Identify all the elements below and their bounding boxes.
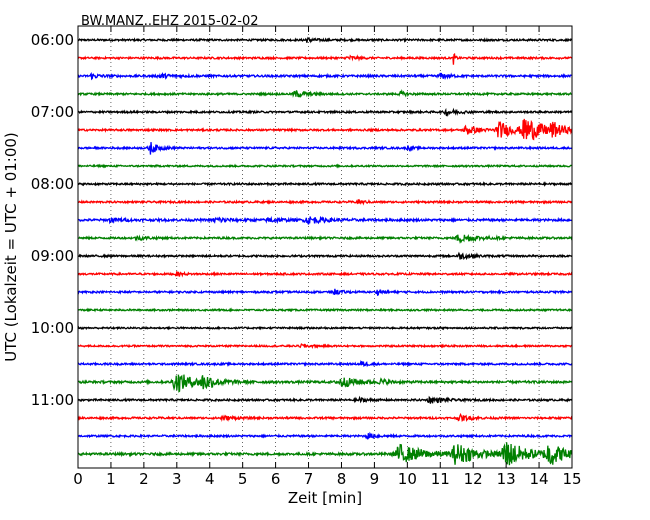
y-tick-label: 07:00 (31, 103, 74, 121)
x-tick-label: 6 (271, 470, 281, 488)
x-tick-label: 4 (205, 470, 215, 488)
x-tick-label: 5 (238, 470, 248, 488)
y-tick-label: 11:00 (31, 391, 74, 409)
x-tick-label: 1 (106, 470, 116, 488)
plot-frame (77, 25, 573, 469)
x-axis: 0 1 2 3 4 5 6 7 8 9 10 11 12 13 14 15 (73, 26, 582, 488)
trace-line (77, 288, 573, 297)
trace-line (77, 36, 573, 44)
trace-line (77, 71, 573, 81)
trace-line (77, 395, 573, 404)
trace-line (77, 442, 573, 466)
trace-line (77, 52, 573, 65)
trace-line (77, 107, 573, 117)
trace-line (77, 89, 573, 98)
y-axis: 06:00 07:00 08:00 09:00 10:00 11:00 (31, 31, 572, 409)
traces (77, 36, 573, 466)
x-tick-label: 3 (172, 470, 182, 488)
trace-line (77, 233, 573, 244)
trace-line (77, 163, 573, 169)
x-tick-label: 0 (73, 470, 83, 488)
x-tick-label: 15 (562, 470, 581, 488)
x-tick-label: 2 (139, 470, 149, 488)
y-axis-label: UTC (Lokalzeit = UTC + 01:00) (2, 132, 20, 362)
trace-line (77, 215, 573, 225)
y-tick-label: 08:00 (31, 175, 74, 193)
trace-line (77, 270, 573, 278)
y-tick-label: 09:00 (31, 247, 74, 265)
x-tick-label: 8 (337, 470, 347, 488)
trace-line (77, 325, 573, 331)
grid-lines (110, 26, 540, 468)
trace-line (77, 118, 573, 141)
trace-line (77, 343, 573, 350)
x-tick-label: 9 (370, 470, 380, 488)
x-tick-label: 13 (497, 470, 516, 488)
y-tick-label: 06:00 (31, 31, 74, 49)
trace-line (77, 181, 573, 188)
trace-line (77, 251, 573, 261)
trace-line (77, 359, 573, 368)
trace-line (77, 374, 573, 393)
trace-line (77, 431, 573, 440)
x-tick-label: 10 (398, 470, 417, 488)
x-tick-label: 7 (304, 470, 314, 488)
trace-line (77, 412, 573, 423)
x-tick-label: 14 (530, 470, 549, 488)
chart-title: BW.MANZ..EHZ 2015-02-02 (81, 14, 259, 29)
x-tick-label: 11 (431, 470, 450, 488)
y-tick-label: 10:00 (31, 319, 74, 337)
x-tick-label: 12 (464, 470, 483, 488)
trace-line (77, 142, 573, 155)
trace-line (77, 198, 573, 206)
x-axis-label: Zeit [min] (288, 489, 362, 507)
trace-line (77, 307, 573, 313)
